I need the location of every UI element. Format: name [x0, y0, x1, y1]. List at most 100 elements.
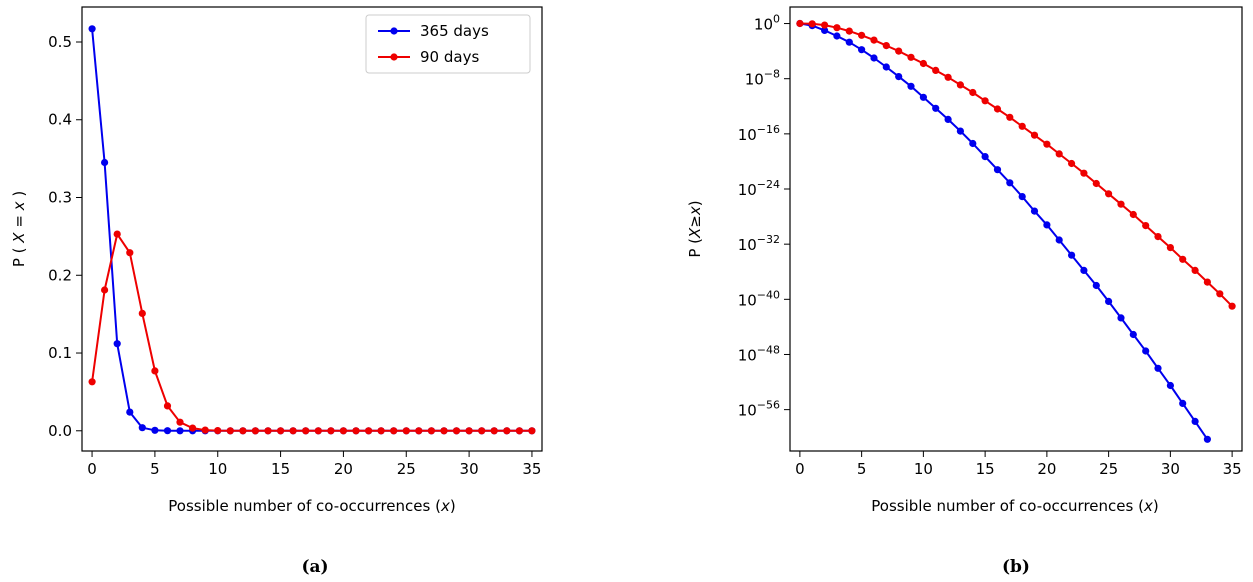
data-point — [1055, 236, 1063, 244]
series-line-0 — [799, 22, 1209, 440]
y-tick-label: 0.0 — [48, 422, 72, 440]
data-point — [503, 427, 511, 435]
data-point — [1055, 150, 1063, 158]
series-group-a — [88, 25, 536, 435]
x-tick-label: 5 — [857, 460, 867, 478]
x-tick-label: 15 — [271, 460, 290, 478]
data-point — [365, 427, 373, 435]
data-point — [1043, 140, 1051, 148]
data-point — [88, 378, 96, 386]
data-point — [201, 426, 209, 434]
x-axis-label-a: Possible number of co-occurrences (x) — [168, 497, 455, 515]
data-point — [1166, 381, 1174, 390]
data-point — [113, 340, 121, 348]
y-tick-label: 10−56 — [738, 399, 780, 420]
caption-b: (b) — [1002, 557, 1030, 577]
y-tick-label: 10−48 — [738, 343, 780, 364]
data-point — [1018, 122, 1026, 130]
data-point — [377, 427, 385, 435]
data-point — [932, 66, 940, 74]
x-tick-label: 10 — [914, 460, 933, 478]
data-point — [956, 81, 965, 89]
data-point — [352, 427, 360, 435]
data-point — [845, 38, 853, 46]
data-point — [845, 27, 853, 35]
data-point — [163, 427, 172, 435]
data-point — [1006, 113, 1014, 121]
y-tick-label: 0.3 — [48, 189, 72, 207]
data-point — [1105, 190, 1113, 198]
data-point — [189, 424, 197, 432]
data-point — [427, 427, 435, 435]
y-tick-label: 10−24 — [738, 178, 780, 199]
data-point — [993, 166, 1002, 174]
data-point — [465, 427, 473, 435]
data-point — [163, 402, 172, 410]
data-point — [251, 427, 259, 435]
x-tick-label: 35 — [1223, 460, 1242, 478]
data-point — [882, 42, 890, 50]
data-point — [1117, 200, 1125, 208]
data-point — [1117, 314, 1125, 322]
plot-frame-a — [81, 6, 543, 452]
data-point — [1228, 302, 1236, 310]
data-point — [907, 53, 915, 61]
data-point — [833, 24, 841, 32]
data-point — [969, 88, 977, 97]
panel-a-pmf-chart: 0.0 0.1 0.2 0.3 0.4 0.5 0 5 10 15 20 25 30 35 Possib… — [10, 6, 543, 577]
data-point — [858, 31, 866, 39]
data-point — [239, 427, 247, 435]
data-point — [944, 115, 952, 123]
data-point — [289, 427, 297, 435]
data-point — [1203, 435, 1211, 443]
x-axis-ticks-b: 0 5 10 15 20 25 30 35 — [795, 451, 1242, 478]
y-axis-label-b: P (X≥x) — [686, 200, 704, 257]
x-tick-label: 35 — [522, 460, 541, 478]
y-axis-ticks-b: 100 10−8 10−16 10−24 10−32 10−40 10−48 10−56 — [738, 13, 790, 420]
data-point — [88, 25, 96, 33]
y-axis-ticks-a: 0.0 0.1 0.2 0.3 0.4 0.5 — [48, 33, 82, 440]
data-point — [490, 427, 498, 435]
data-point — [452, 427, 461, 435]
y-tick-label: 10−32 — [738, 233, 780, 254]
legend-frame — [365, 14, 531, 74]
data-point — [390, 427, 398, 435]
data-point — [969, 139, 977, 148]
data-point — [1030, 207, 1039, 215]
data-point — [1068, 159, 1076, 168]
data-point — [932, 104, 940, 112]
data-point — [821, 26, 829, 34]
data-point — [1092, 281, 1100, 290]
x-tick-label: 5 — [150, 460, 160, 478]
data-point — [440, 427, 448, 435]
data-point — [151, 367, 159, 375]
y-tick-label: 10−40 — [738, 288, 780, 309]
data-point — [151, 426, 159, 434]
data-point — [1006, 179, 1014, 187]
data-point — [126, 249, 134, 257]
x-tick-label: 10 — [208, 460, 227, 478]
data-point — [907, 82, 915, 90]
x-tick-label: 25 — [397, 460, 416, 478]
x-tick-label: 0 — [795, 460, 805, 478]
data-point — [833, 32, 841, 40]
series-group-b — [796, 19, 1236, 443]
data-point — [1216, 290, 1224, 298]
plot-frame-b — [789, 6, 1243, 452]
data-point — [870, 54, 878, 62]
data-point — [981, 153, 989, 161]
data-point — [919, 59, 928, 68]
legend-marker-365 — [390, 27, 398, 35]
data-point — [176, 418, 184, 426]
data-point — [226, 427, 234, 435]
data-point — [126, 408, 134, 416]
data-point — [176, 427, 184, 435]
data-point — [1129, 330, 1137, 339]
x-tick-label: 20 — [334, 460, 353, 478]
x-tick-label: 30 — [460, 460, 479, 478]
series-line-1 — [799, 22, 1233, 307]
data-point — [981, 97, 989, 105]
data-point — [1092, 179, 1100, 188]
data-point — [478, 427, 486, 435]
y-tick-label: 10−8 — [745, 68, 780, 89]
